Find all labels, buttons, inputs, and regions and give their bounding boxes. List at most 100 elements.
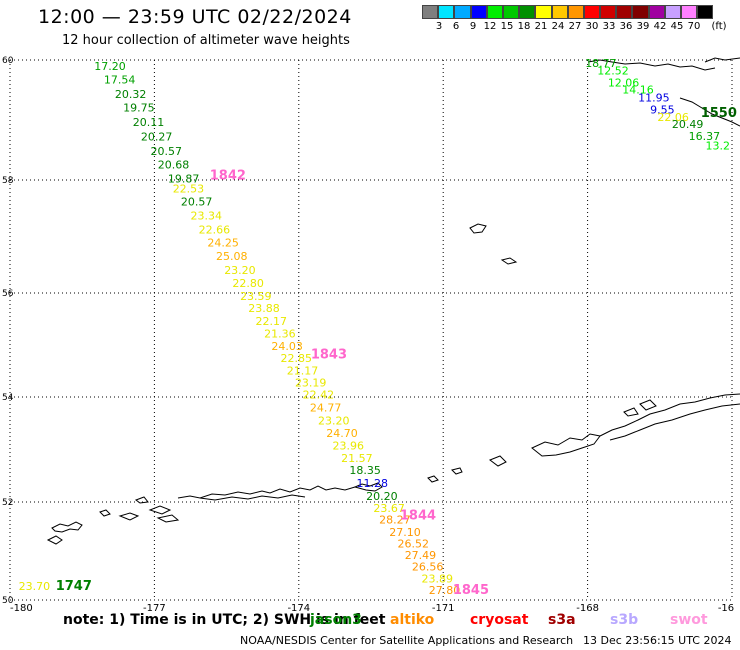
adak-atka xyxy=(353,482,383,492)
legend-label: 15 xyxy=(500,21,514,32)
legend-swatch xyxy=(470,5,487,19)
legend-label: 6 xyxy=(452,21,460,32)
wave-height-label: 22.53 xyxy=(173,182,205,195)
legend-swatch xyxy=(648,5,665,19)
coastlines xyxy=(46,57,740,545)
wave-height-label: 20.27 xyxy=(141,130,173,143)
longitude-tick-label: -177 xyxy=(143,603,166,614)
legend-swatch xyxy=(600,5,617,19)
wave-height-label: 22.17 xyxy=(255,315,286,328)
wave-height-label: 19.75 xyxy=(123,102,155,115)
legend-swatch xyxy=(454,5,471,19)
wave-height-label: 23.34 xyxy=(191,210,223,223)
legend-label: 39 xyxy=(636,21,650,32)
wave-height-label: 26.52 xyxy=(397,538,429,551)
credit-line: NOAA/NESDIS Center for Satellite Applica… xyxy=(240,634,574,647)
legend-swatch xyxy=(551,5,568,19)
latitude-tick-label: 52 xyxy=(2,498,13,508)
wave-height-label: 22.85 xyxy=(281,352,313,365)
longitude-tick-label: -174 xyxy=(287,603,310,614)
legend-label: 70 xyxy=(687,21,701,32)
wave-height-label: 20.11 xyxy=(133,116,165,129)
legend-swatch xyxy=(486,5,503,19)
pass-time-label: 1844 xyxy=(400,509,436,524)
wave-height-label: 27.49 xyxy=(405,549,437,562)
attu-island xyxy=(51,521,83,533)
wave-height-label: 24.77 xyxy=(310,402,342,415)
wave-height-label: 27.10 xyxy=(389,526,421,539)
wave-height-label: 23.67 xyxy=(373,502,405,515)
legend-swatch xyxy=(697,5,714,19)
wave-height-label: 23.96 xyxy=(332,440,364,453)
mission-s3a: s3a xyxy=(548,612,576,628)
legend-swatch xyxy=(519,5,536,19)
rat-islands xyxy=(99,496,149,517)
wave-height-label: 28.27 xyxy=(379,514,411,527)
bristol-bay-coast xyxy=(679,97,740,127)
wave-height-label: 14.16 xyxy=(622,84,654,97)
wave-height-label: 22.06 xyxy=(657,111,689,124)
longitude-tick-label: -16 xyxy=(718,603,734,614)
near-islands xyxy=(118,505,180,523)
mission-legend: jason3 altiko cryosat s3a s3b swot xyxy=(0,612,740,630)
umnak-unalaska xyxy=(531,433,601,457)
wave-height-label: 25.08 xyxy=(216,250,248,263)
latitude-tick-label: 56 xyxy=(2,289,14,299)
legend-label: 12 xyxy=(483,21,497,32)
generated-timestamp: 13 Dec 23:56:15 UTC 2024 xyxy=(583,634,732,647)
wave-height-label: 24.25 xyxy=(207,237,239,250)
legend-label: 27 xyxy=(568,21,582,32)
legend-label: 45 xyxy=(670,21,684,32)
latitude-tick-label: 54 xyxy=(2,393,14,403)
wave-height-label: 24.70 xyxy=(326,427,358,440)
wave-height-label: 23.89 xyxy=(422,572,454,585)
wave-height-label: 23.20 xyxy=(318,414,350,427)
wave-height-label: 23.20 xyxy=(224,264,256,277)
legend-label: 33 xyxy=(602,21,616,32)
legend-swatch xyxy=(632,5,649,19)
pass-time-labels: 1842 1843 1844 1845 1747 1550 xyxy=(56,106,737,598)
wave-height-label: 20.57 xyxy=(151,145,183,158)
legend-swatch xyxy=(502,5,520,19)
legend-swatch xyxy=(583,5,601,19)
legend-label: 42 xyxy=(653,21,667,32)
legend-swatch xyxy=(664,5,681,19)
latitude-tick-label: 58 xyxy=(2,176,14,186)
pass-time-label: 1843 xyxy=(311,348,347,363)
legend-swatch xyxy=(567,5,584,19)
legend-swatch xyxy=(422,5,439,19)
wave-height-label: 23.19 xyxy=(295,377,327,390)
axis-tick-labels: -180 -177 -174 -171 -168 -16 60 58 56 54 52 50 xyxy=(2,56,734,614)
legend-label: (ft) xyxy=(711,21,727,32)
wave-height-label: 17.20 xyxy=(94,60,126,73)
wave-height-label: 19.87 xyxy=(168,172,200,185)
aleutian-chain-west xyxy=(177,485,356,499)
wave-height-label: 20.49 xyxy=(672,118,704,131)
legend-swatches xyxy=(422,5,714,19)
coast-upper xyxy=(704,57,740,63)
wave-height-label: 21.36 xyxy=(264,328,296,341)
legend-swatch xyxy=(681,5,698,19)
wave-height-label: 22.66 xyxy=(199,224,231,237)
latitude-tick-label: 50 xyxy=(2,596,14,606)
wave-height-label: 18.35 xyxy=(349,464,381,477)
legend-label: 24 xyxy=(551,21,565,32)
mission-jason3: jason3 xyxy=(310,612,362,628)
wave-height-label: 20.68 xyxy=(158,159,190,172)
wave-height-label: 20.32 xyxy=(115,88,147,101)
nunivak-coast xyxy=(587,59,716,71)
map-title: 12:00 — 23:59 UTC 02/22/2024 xyxy=(38,6,352,28)
wave-height-label: 27.80 xyxy=(429,584,461,597)
mission-altiko: altiko xyxy=(390,612,435,628)
legend-label: 36 xyxy=(619,21,633,32)
wave-height-label: 23.59 xyxy=(240,290,272,303)
wave-height-label: 20.57 xyxy=(181,195,213,208)
legend-label: 9 xyxy=(469,21,477,32)
legend-swatch xyxy=(438,5,455,19)
wave-height-label: 12.52 xyxy=(597,64,629,77)
pass-time-label: 1747 xyxy=(56,579,92,594)
latitude-tick-label: 60 xyxy=(2,56,14,66)
longitude-tick-label: -171 xyxy=(432,603,455,614)
peninsula-islands xyxy=(623,399,657,417)
